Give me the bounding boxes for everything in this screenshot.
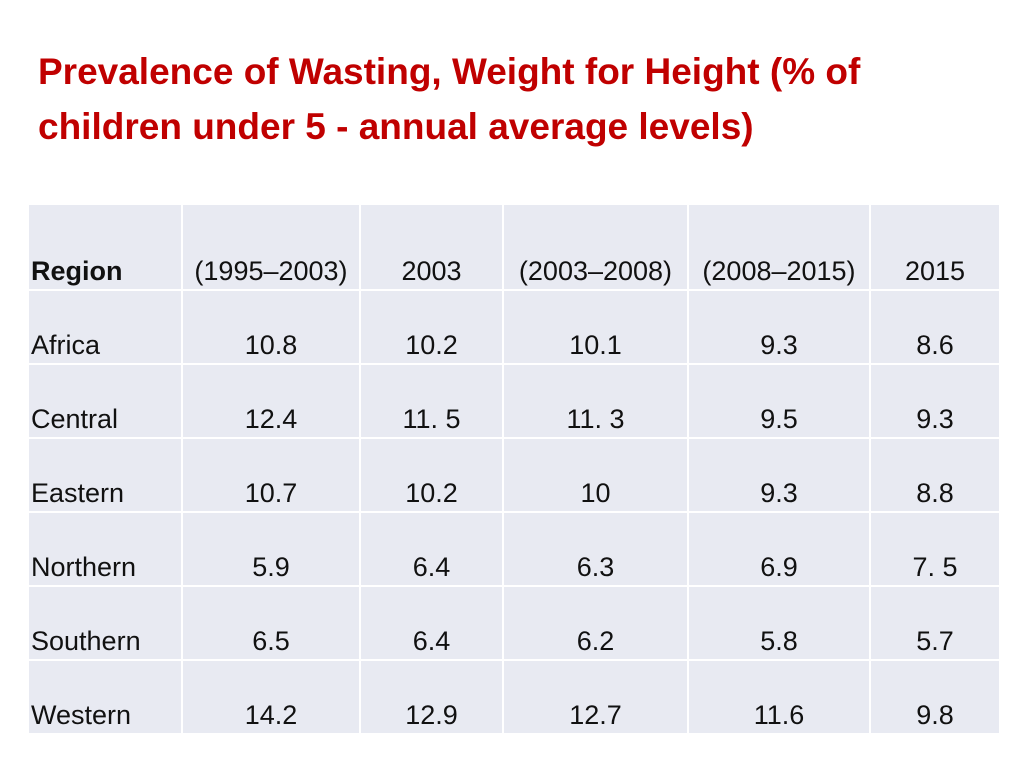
value-cell: 10.2 <box>361 291 502 363</box>
header-1995-2003: (1995–2003) <box>183 205 359 289</box>
table-row: Central 12.4 11. 5 11. 3 9.5 9.3 <box>29 365 999 437</box>
table-row: Eastern 10.7 10.2 10 9.3 8.8 <box>29 439 999 511</box>
value-cell: 12.9 <box>361 661 502 733</box>
header-2008-2015: (2008–2015) <box>689 205 869 289</box>
value-cell: 9.3 <box>689 291 869 363</box>
value-cell: 10.1 <box>504 291 687 363</box>
value-cell: 10.2 <box>361 439 502 511</box>
value-cell: 8.8 <box>871 439 999 511</box>
region-cell: Western <box>29 661 181 733</box>
value-cell: 11. 3 <box>504 365 687 437</box>
header-2003: 2003 <box>361 205 502 289</box>
value-cell: 6.9 <box>689 513 869 585</box>
value-cell: 9.8 <box>871 661 999 733</box>
value-cell: 6.4 <box>361 513 502 585</box>
region-cell: Eastern <box>29 439 181 511</box>
value-cell: 10 <box>504 439 687 511</box>
value-cell: 6.2 <box>504 587 687 659</box>
value-cell: 14.2 <box>183 661 359 733</box>
slide-title: Prevalence of Wasting, Weight for Height… <box>38 51 861 147</box>
region-cell: Southern <box>29 587 181 659</box>
table-row: Western 14.2 12.9 12.7 11.6 9.8 <box>29 661 999 733</box>
value-cell: 8.6 <box>871 291 999 363</box>
value-cell: 10.8 <box>183 291 359 363</box>
value-cell: 6.5 <box>183 587 359 659</box>
region-cell: Central <box>29 365 181 437</box>
value-cell: 9.3 <box>689 439 869 511</box>
wasting-prevalence-table: Region (1995–2003) 2003 (2003–2008) (200… <box>27 203 1001 735</box>
value-cell: 11. 5 <box>361 365 502 437</box>
table-header-row: Region (1995–2003) 2003 (2003–2008) (200… <box>29 205 999 289</box>
value-cell: 6.4 <box>361 587 502 659</box>
header-2015: 2015 <box>871 205 999 289</box>
table-row: Northern 5.9 6.4 6.3 6.9 7. 5 <box>29 513 999 585</box>
header-region: Region <box>29 205 181 289</box>
value-cell: 10.7 <box>183 439 359 511</box>
value-cell: 9.3 <box>871 365 999 437</box>
value-cell: 12.4 <box>183 365 359 437</box>
table-row: Africa 10.8 10.2 10.1 9.3 8.6 <box>29 291 999 363</box>
value-cell: 5.7 <box>871 587 999 659</box>
value-cell: 9.5 <box>689 365 869 437</box>
value-cell: 11.6 <box>689 661 869 733</box>
header-2003-2008: (2003–2008) <box>504 205 687 289</box>
value-cell: 7. 5 <box>871 513 999 585</box>
value-cell: 6.3 <box>504 513 687 585</box>
region-cell: Northern <box>29 513 181 585</box>
value-cell: 12.7 <box>504 661 687 733</box>
region-cell: Africa <box>29 291 181 363</box>
value-cell: 5.8 <box>689 587 869 659</box>
table-row: Southern 6.5 6.4 6.2 5.8 5.7 <box>29 587 999 659</box>
value-cell: 5.9 <box>183 513 359 585</box>
